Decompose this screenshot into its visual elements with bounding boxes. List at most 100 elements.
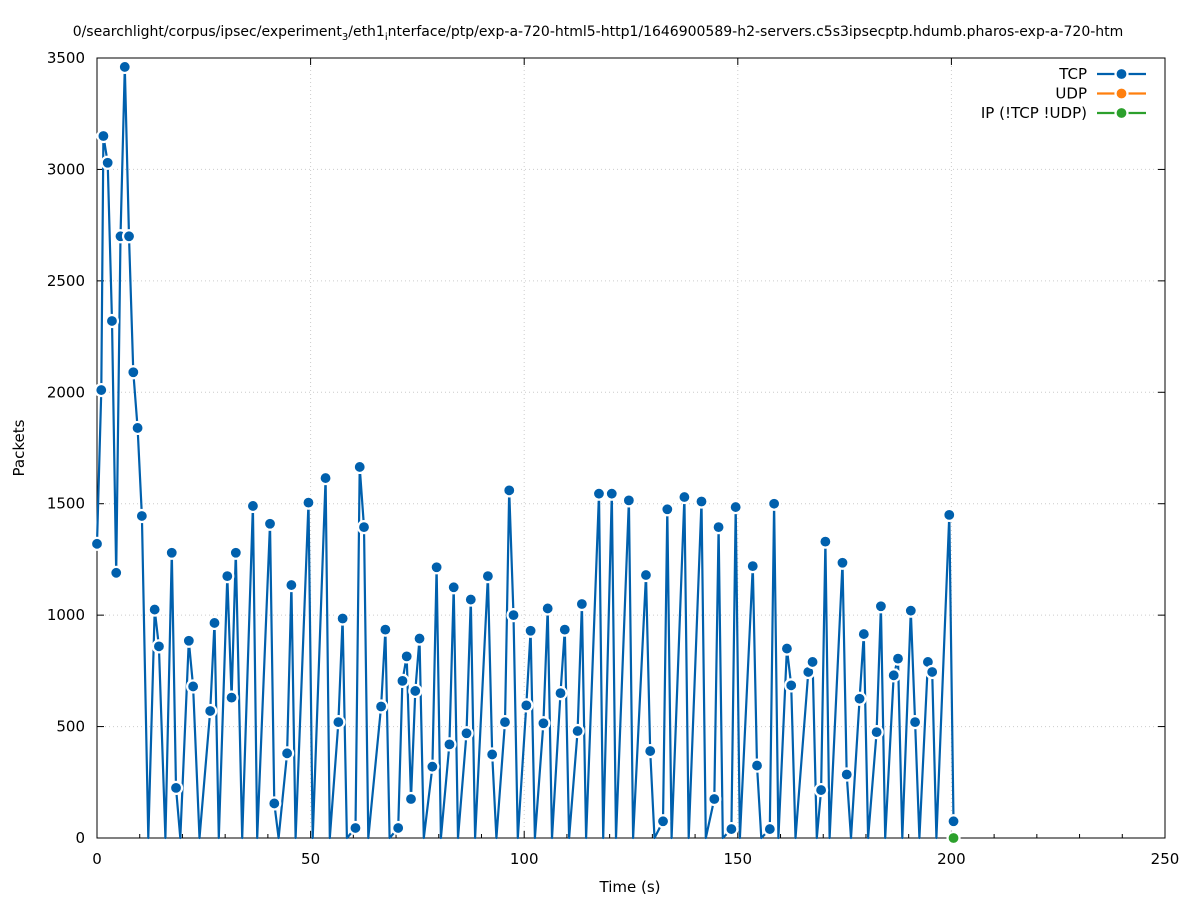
data-point — [301, 495, 316, 510]
data-point — [331, 715, 346, 730]
data-point — [267, 796, 282, 811]
data-point — [779, 641, 795, 656]
data-point — [839, 767, 854, 782]
data-point — [852, 691, 867, 706]
data-point — [591, 486, 607, 501]
data-point — [749, 758, 765, 773]
data-point — [373, 699, 389, 714]
x-tick-label: 0 — [92, 850, 102, 868]
data-point — [104, 313, 120, 329]
x-tick-label: 150 — [723, 850, 752, 868]
data-point — [126, 365, 141, 380]
x-tick-label: 50 — [301, 850, 320, 868]
data-point — [856, 626, 871, 642]
data-point — [459, 726, 474, 741]
data-point — [94, 382, 109, 398]
x-axis-label: Time (s) — [599, 878, 661, 896]
data-point — [574, 596, 589, 612]
data-point — [814, 782, 829, 798]
data-point — [907, 715, 923, 730]
data-point — [442, 737, 457, 752]
data-point — [391, 820, 406, 836]
data-point — [570, 723, 585, 739]
data-point — [147, 602, 162, 617]
data-point — [745, 559, 760, 574]
data-point — [429, 560, 444, 575]
data-point — [523, 623, 538, 638]
data-point — [207, 615, 222, 631]
data-point — [762, 821, 777, 837]
x-tick-label: 200 — [937, 850, 966, 868]
data-point — [262, 516, 278, 531]
data-point — [164, 545, 179, 560]
data-point — [352, 459, 367, 475]
data-point — [480, 569, 495, 584]
data-point — [224, 690, 239, 705]
data-point — [638, 567, 654, 583]
data-point — [408, 683, 423, 699]
data-point — [151, 639, 167, 654]
legend-marker — [1114, 105, 1129, 121]
data-point — [121, 229, 137, 244]
data-point — [724, 821, 739, 837]
data-point — [694, 494, 709, 509]
data-point — [109, 565, 124, 580]
data-point — [463, 592, 478, 607]
data-point — [284, 577, 299, 593]
data-point — [728, 499, 743, 515]
data-point — [403, 791, 419, 807]
data-point — [660, 502, 675, 517]
data-point — [519, 698, 534, 713]
data-point — [412, 631, 427, 646]
data-point — [245, 498, 261, 514]
data-point — [869, 725, 884, 740]
data-point — [96, 128, 111, 144]
data-point — [228, 545, 243, 560]
data-point — [621, 493, 636, 508]
data-point — [335, 611, 350, 626]
y-tick-label: 3000 — [47, 160, 85, 178]
data-point — [655, 814, 671, 829]
data-point — [767, 496, 782, 511]
data-point — [925, 664, 940, 680]
data-point — [506, 608, 521, 623]
plot-border — [96, 57, 1166, 839]
data-point — [805, 654, 820, 670]
x-tick-label: 250 — [1151, 850, 1180, 868]
y-tick-label: 2000 — [47, 383, 85, 401]
y-tick-label: 0 — [75, 829, 85, 847]
data-point — [604, 486, 619, 501]
data-point — [946, 830, 961, 846]
data-point — [818, 534, 833, 549]
data-point — [497, 715, 513, 730]
y-tick-label: 3500 — [47, 49, 85, 67]
data-point — [707, 791, 722, 807]
y-tick-label: 2500 — [47, 272, 85, 290]
data-point — [890, 651, 906, 666]
tick-labels: 0 50 100 150 200 2500500100015002000250030003… — [47, 49, 1180, 868]
legend-marker — [1114, 86, 1129, 101]
data-point — [485, 747, 500, 762]
data-point — [711, 520, 726, 535]
chart-title: 0/searchlight/corpus/ipsec/experiment3/e… — [73, 24, 1124, 43]
data-point — [89, 536, 105, 551]
data-point — [946, 814, 961, 829]
data-point — [181, 633, 196, 648]
data-point — [553, 686, 568, 701]
data-point — [942, 507, 957, 522]
data-point — [446, 580, 461, 595]
series-line-0 — [95, 65, 955, 840]
y-tick-label: 1000 — [47, 606, 85, 624]
data-point — [348, 820, 363, 836]
data-point — [220, 569, 235, 584]
data-point — [100, 155, 115, 170]
data-point — [677, 489, 692, 505]
data-point — [168, 780, 184, 795]
data-point — [536, 716, 551, 731]
data-point — [117, 59, 132, 75]
legend-marker — [1114, 66, 1129, 82]
data-point — [784, 678, 799, 693]
x-tick-label: 100 — [510, 850, 539, 868]
y-tick-label: 1500 — [47, 495, 85, 513]
